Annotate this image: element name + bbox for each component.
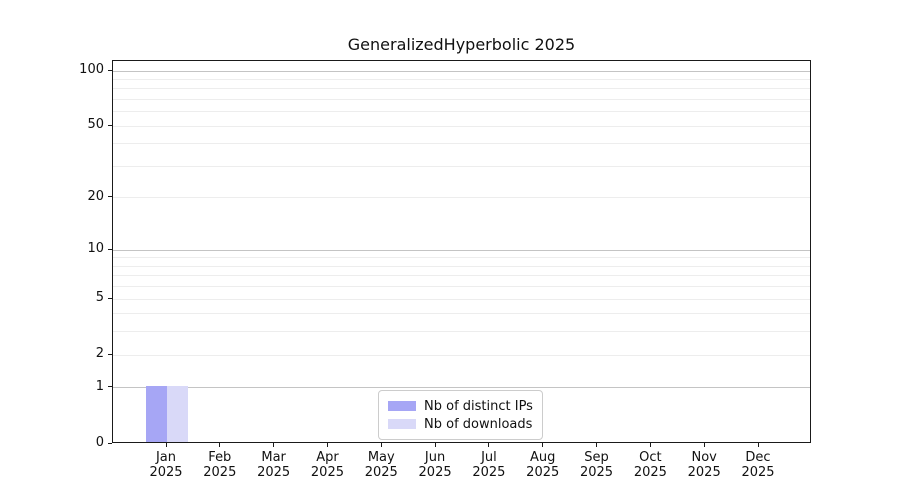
- y-tick-mark: [108, 196, 112, 198]
- y-tick-mark: [108, 353, 112, 355]
- x-tick-label: Jun 2025: [403, 450, 467, 480]
- x-tick-mark: [488, 443, 490, 447]
- legend-swatch-downloads: [388, 419, 416, 429]
- y-gridline-minor: [113, 165, 810, 167]
- y-gridline-minor: [113, 257, 810, 259]
- x-tick-year: 2025: [741, 465, 775, 480]
- legend-label-distinct-ips: Nb of distinct IPs: [424, 398, 533, 414]
- x-tick-mark: [649, 443, 651, 447]
- y-gridline-minor: [113, 275, 810, 277]
- y-tick-label: 1: [95, 378, 104, 394]
- x-tick-label: Oct 2025: [618, 450, 682, 480]
- x-tick-year: 2025: [579, 465, 614, 480]
- bar-distinct-ips: [146, 385, 167, 442]
- x-tick-label: Dec 2025: [726, 450, 790, 480]
- x-tick-year: 2025: [526, 465, 560, 480]
- x-tick-month: Jan: [155, 450, 177, 465]
- x-tick-month: Feb: [208, 450, 232, 465]
- y-tick-label: 50: [87, 117, 104, 133]
- y-gridline-minor: [113, 125, 810, 127]
- x-tick-month: Apr: [316, 450, 339, 465]
- x-tick-year: 2025: [203, 465, 237, 480]
- x-tick-label: Aug 2025: [511, 450, 575, 480]
- x-tick-year: 2025: [257, 465, 291, 480]
- x-tick-label: Sep 2025: [565, 450, 629, 480]
- x-tick-mark: [703, 443, 705, 447]
- chart-title: GeneralizedHyperbolic 2025: [347, 35, 576, 54]
- x-tick-year: 2025: [633, 465, 667, 480]
- y-tick-mark: [108, 69, 112, 71]
- x-tick-mark: [326, 443, 328, 447]
- y-tick-label: 2: [95, 346, 104, 362]
- x-tick-label: Apr 2025: [295, 450, 359, 480]
- y-gridline-minor: [113, 78, 810, 80]
- legend-swatch-distinct-ips: [388, 401, 416, 411]
- x-tick-mark: [273, 443, 275, 447]
- x-tick-year: 2025: [472, 465, 506, 480]
- x-tick-mark: [596, 443, 598, 447]
- bar-downloads: [167, 385, 188, 442]
- x-tick-label: Feb 2025: [188, 450, 252, 480]
- x-tick-year: 2025: [310, 465, 344, 480]
- y-gridline-minor: [113, 143, 810, 145]
- y-tick-label: 100: [79, 62, 104, 77]
- x-tick-month: Jul: [481, 450, 497, 465]
- y-gridline-minor: [113, 265, 810, 267]
- x-tick-year: 2025: [687, 465, 721, 480]
- y-gridline-minor: [113, 98, 810, 100]
- x-tick-month: Nov: [691, 450, 717, 465]
- plot-area: [112, 60, 811, 443]
- y-tick-mark: [108, 297, 112, 299]
- y-gridline-minor: [113, 331, 810, 333]
- x-tick-mark: [434, 443, 436, 447]
- legend-entry-downloads: Nb of downloads: [388, 415, 533, 433]
- x-tick-month: Aug: [530, 450, 556, 465]
- x-tick-label: Jul 2025: [457, 450, 521, 480]
- x-tick-month: Jun: [424, 450, 446, 465]
- y-gridline-minor: [113, 286, 810, 288]
- x-tick-mark: [165, 443, 167, 447]
- x-tick-year: 2025: [149, 465, 183, 480]
- x-tick-month: May: [367, 450, 395, 465]
- y-tick-label: 5: [95, 290, 104, 306]
- legend-label-downloads: Nb of downloads: [424, 416, 533, 432]
- x-tick-month: Sep: [584, 450, 609, 465]
- y-gridline-minor: [113, 111, 810, 113]
- y-tick-label: 20: [87, 188, 104, 204]
- y-tick-mark: [108, 442, 112, 444]
- x-tick-year: 2025: [418, 465, 452, 480]
- y-gridline-minor: [113, 88, 810, 90]
- y-gridline-major: [113, 387, 810, 389]
- legend: Nb of distinct IPs Nb of downloads: [378, 390, 543, 440]
- y-tick-mark: [108, 248, 112, 250]
- x-tick-label: Mar 2025: [242, 450, 306, 480]
- y-gridline-major: [113, 249, 810, 251]
- x-tick-mark: [542, 443, 544, 447]
- y-gridline-minor: [113, 298, 810, 300]
- x-tick-month: Dec: [745, 450, 771, 465]
- x-tick-mark: [380, 443, 382, 447]
- y-gridline-minor: [113, 354, 810, 356]
- y-tick-label: 0: [95, 435, 104, 450]
- x-tick-month: Mar: [261, 450, 286, 465]
- y-tick-mark: [108, 386, 112, 388]
- y-tick-label: 10: [87, 241, 104, 257]
- y-tick-mark: [108, 124, 112, 126]
- x-tick-month: Oct: [639, 450, 662, 465]
- x-tick-mark: [757, 443, 759, 447]
- x-tick-mark: [219, 443, 221, 447]
- x-tick-label: May 2025: [349, 450, 413, 480]
- legend-entry-distinct-ips: Nb of distinct IPs: [388, 397, 533, 415]
- x-tick-year: 2025: [364, 465, 398, 480]
- y-gridline-major: [113, 70, 810, 72]
- y-gridline-minor: [113, 197, 810, 199]
- x-tick-label: Nov 2025: [672, 450, 736, 480]
- x-tick-label: Jan 2025: [134, 450, 198, 480]
- y-gridline-minor: [113, 313, 810, 315]
